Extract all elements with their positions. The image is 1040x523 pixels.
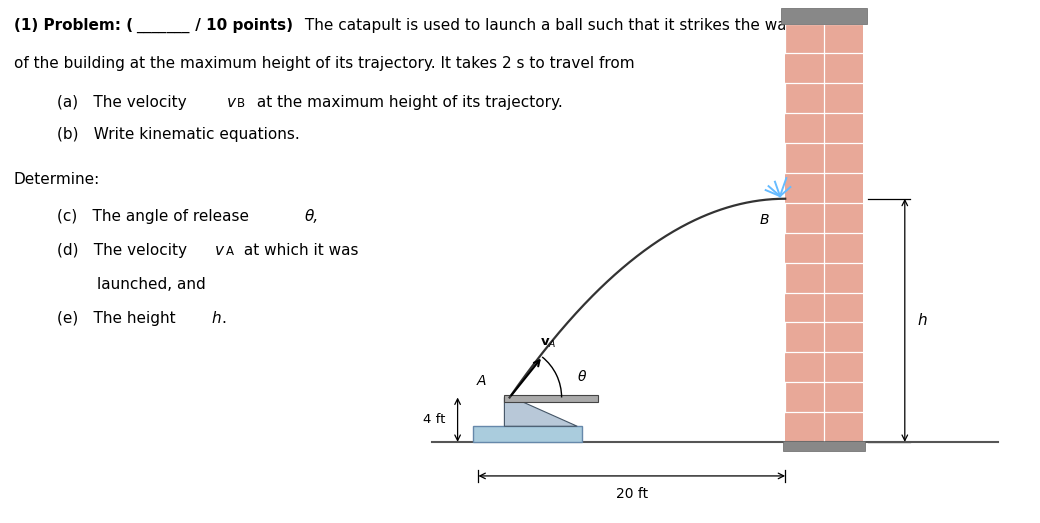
Text: (e) The height: (e) The height [57,311,181,326]
Text: _______: _______ [136,18,189,33]
Text: The catapult is used to launch a ball such that it strikes the wall: The catapult is used to launch a ball su… [300,18,795,33]
Text: $\theta$: $\theta$ [577,369,588,384]
Text: v: v [227,95,236,110]
Text: Determine:: Determine: [14,172,100,187]
Text: (d) The velocity: (d) The velocity [57,243,192,258]
Text: launched, and: launched, and [97,277,206,292]
Bar [781,8,867,24]
Text: (1) Problem: (: (1) Problem: ( [14,18,133,33]
Text: / 10 points): / 10 points) [190,18,293,33]
Text: 4 ft: 4 ft [422,413,445,426]
Text: .: . [222,311,227,326]
Text: 20 ft: 20 ft [616,487,648,502]
Text: A: A [477,374,487,388]
Text: A: A [792,56,803,71]
Text: at which it was: at which it was [239,243,359,258]
Text: .: . [847,56,852,71]
Bar [504,395,598,402]
Text: h: h [211,311,220,326]
Polygon shape [504,397,577,426]
Text: (c) The angle of release: (c) The angle of release [57,209,254,224]
Text: of the building at the maximum height of its trajectory. It takes 2 s to travel : of the building at the maximum height of… [14,56,644,71]
Text: B: B [760,213,770,228]
Text: B: B [237,97,245,110]
Text: h: h [917,313,927,328]
Bar [473,426,582,442]
Text: v: v [215,243,225,258]
Text: $\mathbf{v}_{A}$: $\mathbf{v}_{A}$ [540,337,556,350]
Text: θ,: θ, [305,209,319,224]
Text: to: to [807,56,832,71]
Text: at the maximum height of its trajectory.: at the maximum height of its trajectory. [252,95,563,110]
Bar [783,441,865,451]
Bar [785,24,863,442]
Text: (a) The velocity: (a) The velocity [57,95,191,110]
Text: (b) Write kinematic equations.: (b) Write kinematic equations. [57,127,300,142]
Text: A: A [226,245,234,258]
Text: B: B [832,56,842,71]
